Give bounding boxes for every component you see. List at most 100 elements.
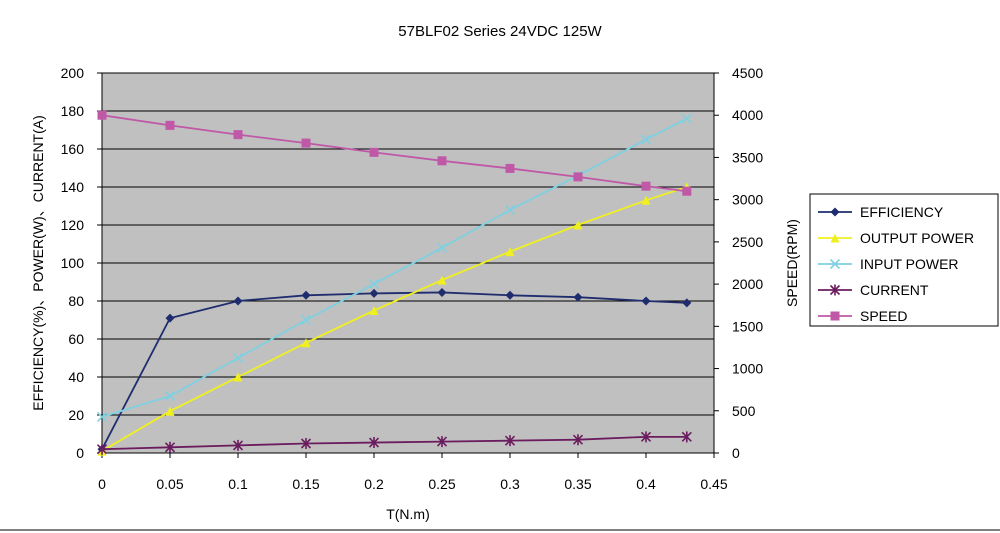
x-tick-label: 0.1 <box>228 476 248 492</box>
data-point-efficiency <box>165 313 175 323</box>
data-point-efficiency <box>641 296 651 306</box>
data-point-input-power <box>436 242 448 253</box>
left-y-tick-label: 120 <box>61 217 85 233</box>
data-point-speed <box>505 163 515 173</box>
legend-label-input-power: INPUT POWER <box>860 256 959 272</box>
data-point-output-power <box>505 247 515 257</box>
series-speed <box>97 110 692 196</box>
data-point-speed <box>301 138 311 148</box>
right-y-tick-label: 2000 <box>732 276 763 292</box>
data-point-current <box>368 437 380 449</box>
data-point-input-power <box>232 352 244 364</box>
left-y-tick-label: 0 <box>76 445 84 461</box>
data-point-input-power <box>681 113 692 124</box>
data-point-speed <box>233 130 243 140</box>
data-point-output-power <box>369 306 379 315</box>
right-y-axis-label: SPEED(RPM) <box>784 219 800 307</box>
left-y-tick-label: 100 <box>61 255 85 271</box>
left-y-axis-ticks: 0 20 40 60 80 100 120 140 160 180 200 <box>61 65 102 461</box>
data-point-efficiency <box>682 298 692 308</box>
left-y-tick-label: 20 <box>68 407 84 423</box>
series-line-output-power <box>101 186 688 452</box>
left-y-tick-label: 180 <box>61 103 85 119</box>
right-y-tick-label: 3000 <box>732 192 763 208</box>
data-point-speed <box>165 120 175 130</box>
data-point-current <box>96 443 108 455</box>
x-tick-label: 0.15 <box>292 476 319 492</box>
right-y-tick-label: 1500 <box>732 318 763 334</box>
data-point-current <box>232 439 244 451</box>
legend-label-output-power: OUTPUT POWER <box>860 230 974 246</box>
data-point-current <box>300 438 312 449</box>
x-tick-label: 0.3 <box>500 476 520 492</box>
data-point-efficiency <box>573 292 583 302</box>
data-point-speed <box>573 172 583 182</box>
data-point-input-power <box>96 411 108 422</box>
data-point-speed <box>369 147 379 157</box>
legend-marker-current <box>829 284 841 296</box>
data-point-output-power <box>165 406 175 416</box>
right-y-tick-label: 4500 <box>732 65 763 81</box>
left-y-tick-label: 160 <box>61 141 85 157</box>
data-point-output-power <box>573 220 583 230</box>
x-tick-label: 0.35 <box>564 476 591 492</box>
x-tick-label: 0.4 <box>636 476 656 492</box>
x-tick-label: 0 <box>98 476 106 492</box>
data-point-output-power <box>437 275 447 285</box>
data-point-speed <box>97 110 107 120</box>
legend-box <box>809 193 999 327</box>
data-point-efficiency <box>369 288 379 298</box>
data-point-input-power <box>640 134 652 145</box>
left-y-tick-label: 80 <box>68 293 84 309</box>
data-point-speed <box>437 156 447 166</box>
data-point-current <box>436 436 448 448</box>
data-point-output-power <box>301 338 311 348</box>
data-point-speed <box>682 186 692 196</box>
series-line-speed <box>101 114 687 193</box>
data-point-current <box>640 431 652 443</box>
left-y-axis-label: EFFICIENCY(%)、POWER(W)、CURRENT(A) <box>30 115 46 411</box>
data-point-efficiency <box>505 290 515 300</box>
series-current <box>96 431 692 455</box>
data-point-efficiency <box>437 287 447 297</box>
x-axis-ticks: 0 0.05 0.1 0.15 0.2 0.25 0.3 0.35 0.4 0.45 <box>98 453 728 492</box>
left-y-tick-label: 140 <box>61 179 85 195</box>
data-point-output-power <box>641 195 651 205</box>
data-point-input-power <box>368 278 380 289</box>
legend-label-efficiency: EFFICIENCY <box>860 204 944 220</box>
legend-marker-input-power <box>829 258 841 270</box>
x-tick-label: 0.25 <box>428 476 455 492</box>
left-y-tick-label: 40 <box>68 369 84 385</box>
legend: EFFICIENCY OUTPUT POWER INPUT POWER CURRENT… <box>818 204 974 324</box>
right-y-tick-label: 500 <box>732 403 756 419</box>
data-point-efficiency <box>233 296 243 306</box>
right-y-tick-label: 4000 <box>732 107 763 123</box>
chart-title: 57BLF02 Series 24VDC 125W <box>398 23 602 40</box>
data-point-current <box>504 435 516 447</box>
left-y-tick-label: 60 <box>68 331 84 347</box>
x-tick-label: 0.45 <box>700 476 727 492</box>
data-point-current <box>572 434 584 446</box>
right-y-tick-label: 3500 <box>732 149 763 165</box>
series-group <box>96 110 692 456</box>
data-point-input-power <box>164 390 176 402</box>
data-point-input-power <box>300 314 312 326</box>
data-point-input-power <box>504 204 516 215</box>
x-axis-label: T(N.m) <box>386 506 430 522</box>
data-point-efficiency <box>301 290 311 300</box>
data-point-speed <box>641 181 651 191</box>
right-y-tick-label: 2500 <box>732 234 763 250</box>
legend-marker-speed <box>830 311 840 321</box>
legend-label-current: CURRENT <box>860 282 929 298</box>
legend-marker-output-power <box>830 233 840 243</box>
legend-marker-efficiency <box>830 207 840 217</box>
right-y-tick-label: 0 <box>732 445 740 461</box>
data-point-output-power <box>233 372 243 382</box>
series-line-input-power <box>101 117 688 418</box>
data-point-current <box>164 441 176 453</box>
left-y-tick-label: 200 <box>61 65 85 81</box>
right-y-axis-ticks: 0 500 1000 1500 2000 2500 3000 3500 4000 4500 <box>714 65 763 461</box>
right-y-tick-label: 1000 <box>732 361 763 377</box>
x-tick-label: 0.2 <box>364 476 384 492</box>
